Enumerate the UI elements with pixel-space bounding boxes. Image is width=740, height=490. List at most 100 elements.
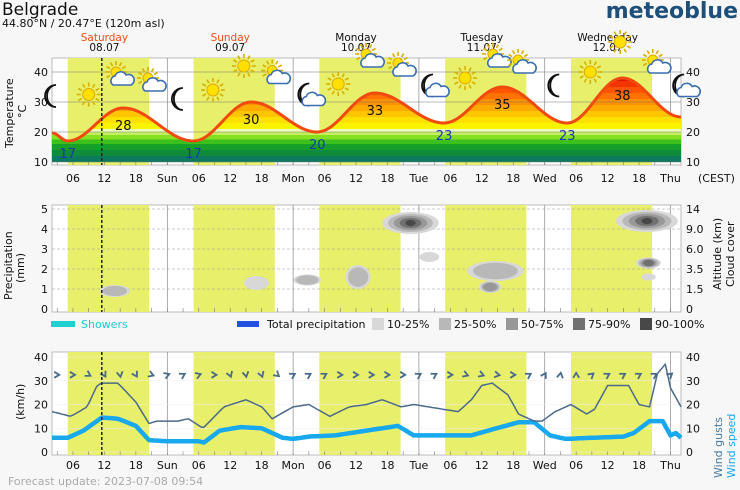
sun-ray <box>81 83 86 88</box>
x-tick-label: Tue <box>409 172 429 185</box>
sun-ray <box>523 53 529 58</box>
sun-ray <box>331 73 335 78</box>
wind-direction-arrow <box>178 372 187 380</box>
sun-ray <box>121 65 126 70</box>
sun-ray <box>206 79 210 84</box>
y-tick-label: 10 <box>34 422 48 435</box>
cloud-cover-level <box>296 275 319 285</box>
wind-direction-arrow <box>352 371 360 379</box>
wind-direction-arrow <box>257 370 265 379</box>
sun-ray <box>609 45 614 49</box>
sun-ray <box>233 69 238 73</box>
sun-ray <box>368 44 373 49</box>
temperature-band <box>52 132 681 135</box>
sun-cloud-icon <box>261 59 292 85</box>
sun-ray <box>250 59 255 63</box>
cloud-shape <box>142 77 167 92</box>
precipitation-unit-label: (mm) <box>14 253 27 283</box>
y-tick-label: 2 <box>41 263 48 276</box>
wind-direction-arrow <box>84 370 92 377</box>
cloud-cover-blob <box>99 285 131 297</box>
wind-direction-arrow <box>509 371 518 379</box>
cloud-shape <box>676 82 701 98</box>
wind-direction-arrow <box>194 372 203 380</box>
sun-ray <box>468 84 472 89</box>
temperature-band <box>52 117 681 123</box>
sun-cloud-icon <box>481 43 512 68</box>
sun-ray <box>391 53 396 58</box>
cloud-cover-blob <box>616 210 678 232</box>
sun-ray <box>468 67 472 72</box>
y-tick-label-right: 10 <box>686 422 700 435</box>
sun-ray <box>219 83 224 87</box>
cloud-cover-swatch <box>372 318 384 330</box>
sun-cloud-icon <box>641 49 672 74</box>
sun-ray <box>486 44 491 49</box>
sun-disc <box>613 35 627 49</box>
cloud-cover-legend-label: 75-90% <box>588 318 630 331</box>
wind-direction-arrow <box>477 370 486 378</box>
sun-disc <box>206 83 220 97</box>
y-tick-label-right: 30 <box>686 96 700 109</box>
wind-direction-arrow <box>540 371 547 379</box>
cloud-cover-level <box>483 282 498 292</box>
min-temperature-label: 17 <box>59 147 76 162</box>
sun-icon <box>578 60 603 84</box>
cloud-cover-level <box>102 285 128 297</box>
cloud-shape <box>266 69 292 85</box>
moon-cloud-icon <box>672 73 701 98</box>
cloud-cover-blob <box>243 276 269 290</box>
temperature-band <box>52 144 681 150</box>
y-tick-label: 0 <box>41 303 48 316</box>
x-tick-label: 18 <box>380 172 394 185</box>
sun-ray <box>388 65 393 70</box>
wind-direction-arrow <box>556 371 564 379</box>
sun-ray <box>95 87 100 92</box>
x-tick-label: 18 <box>129 459 143 472</box>
sun-ray <box>356 56 361 61</box>
sun-ray <box>91 101 96 106</box>
cloud-cover-axis-label: Cloud cover <box>724 221 737 287</box>
day-date: 09.07 <box>215 42 245 54</box>
sun-ray <box>388 56 393 61</box>
sun-cloud-icon <box>137 67 167 92</box>
wind-direction-arrow <box>163 372 171 380</box>
cloud-cover-swatch <box>506 318 518 330</box>
sun-ray <box>341 90 345 95</box>
cloud-cover-blob <box>467 261 524 281</box>
wind-direction-arrow <box>587 372 595 380</box>
sun-ray <box>458 67 462 72</box>
y-tick-label: 20 <box>34 126 48 139</box>
y-tick-label: 30 <box>34 375 48 388</box>
y-tick-label-right: 20 <box>686 399 700 412</box>
cloud-shape <box>110 71 135 86</box>
min-temperature-label: 23 <box>559 129 576 144</box>
wind-direction-arrow <box>399 371 407 379</box>
sun-ray <box>583 78 588 83</box>
sun-ray <box>109 62 114 67</box>
sun-ray <box>327 77 332 81</box>
x-tick-label: Wed <box>533 172 557 185</box>
sun-ray <box>482 56 488 61</box>
sun-ray <box>579 65 584 69</box>
sun-ray <box>400 53 405 58</box>
cloud-cover-blob <box>419 252 440 262</box>
cloud-cover-blob <box>382 212 439 234</box>
sun-ray <box>95 97 100 102</box>
cloud-cover-blob <box>641 273 656 281</box>
altitude-tick-label: 3.5 <box>686 263 704 276</box>
y-tick-label-right: 0 <box>686 446 693 459</box>
x-tick-label: Thu <box>659 172 681 185</box>
sun-ray <box>344 87 349 91</box>
sun-ray <box>642 62 648 67</box>
sun-icon <box>608 30 633 54</box>
y-tick-label: 3 <box>41 243 48 256</box>
y-tick-label: 0 <box>41 446 48 459</box>
wind-direction-arrow <box>304 372 313 380</box>
x-tick-label: 12 <box>475 172 489 185</box>
cloud-cover-level <box>642 259 655 267</box>
y-tick-label: 5 <box>41 203 48 216</box>
cloud-cover-blob <box>293 274 322 286</box>
daylight-band <box>319 352 401 455</box>
cloud-cover-level <box>243 276 269 290</box>
